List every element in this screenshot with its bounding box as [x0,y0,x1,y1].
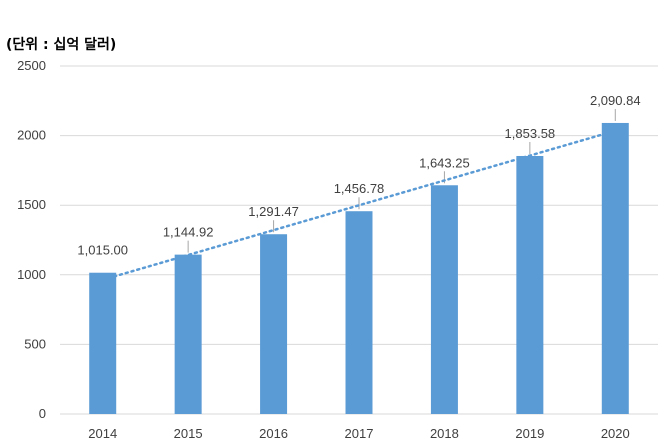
data-label: 1,456.78 [334,181,385,196]
bar [89,272,117,414]
y-tick-label: 1500 [17,197,46,212]
bar [430,185,458,414]
bar [516,155,544,414]
trendline-group [101,129,617,282]
data-label: 1,643.25 [419,155,470,170]
bar [345,211,373,414]
y-tick-label: 0 [39,406,46,421]
x-tick-label: 2020 [601,426,630,441]
bar [174,254,202,414]
y-axis-ticks: 0 500 1000 1500 2000 2500 [17,58,46,421]
x-tick-label: 2017 [345,426,374,441]
data-label: 1,291.47 [248,204,299,219]
y-tick-label: 2000 [17,128,46,143]
x-tick-label: 2014 [88,426,117,441]
x-axis-ticks: 2014 2015 2016 2017 2018 2019 2020 [88,426,629,441]
data-label: 1,015.00 [77,243,128,258]
data-label: 2,090.84 [590,93,641,108]
bar [601,122,629,414]
x-tick-label: 2015 [174,426,203,441]
x-tick-label: 2016 [259,426,288,441]
unit-label: (단위 : 십억 달러) [6,37,117,53]
x-tick-label: 2018 [430,426,459,441]
y-tick-label: 1000 [17,267,46,282]
data-labels: 1,015.00 1,144.92 1,291.47 1,456.78 1,643.25… [77,93,640,258]
trendline [101,129,617,282]
bar [260,234,288,414]
y-tick-label: 500 [24,336,46,351]
x-tick-label: 2019 [515,426,544,441]
bars [89,122,629,414]
y-tick-label: 2500 [17,58,46,73]
data-label: 1,853.58 [505,126,556,141]
data-label: 1,144.92 [163,225,214,240]
label-leader-lines [187,108,616,253]
